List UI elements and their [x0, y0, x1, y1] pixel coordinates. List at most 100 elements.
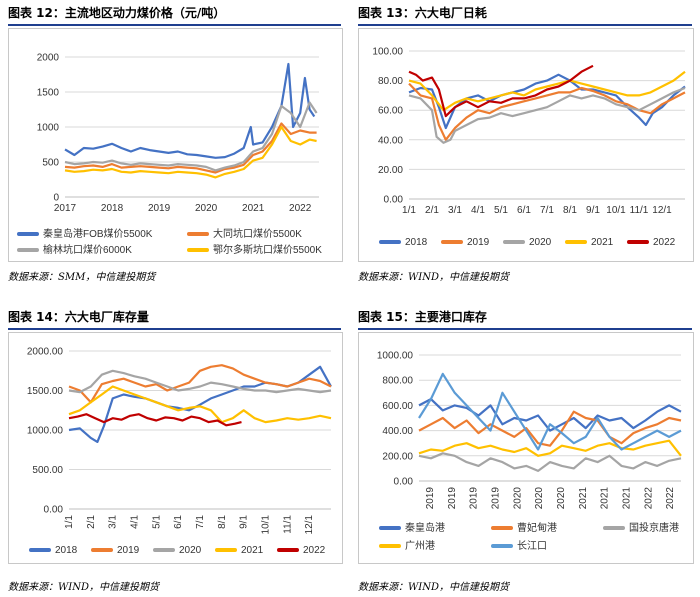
- y-tick-label: 1500.00: [27, 386, 64, 397]
- legend-item: 秦皇岛港: [379, 519, 445, 534]
- legend-item: 2018: [379, 237, 427, 248]
- x-tick-label: 2020: [195, 203, 218, 214]
- legend-swatch: [17, 232, 39, 237]
- legend-label: 2018: [55, 545, 78, 556]
- x-tick-label: 2019: [425, 487, 436, 510]
- series-line-秦皇岛港: [418, 397, 682, 432]
- series-line-秦皇岛港FOB煤价5500K: [64, 62, 316, 159]
- x-tick-label: 8/1: [217, 515, 228, 529]
- chart-12-source: 数据来源：SMM，中信建投期货: [8, 272, 156, 283]
- legend-label: 秦皇岛港: [405, 523, 445, 534]
- legend-label: 2019: [117, 545, 140, 556]
- x-tick-label: 2019: [148, 203, 171, 214]
- legend-item: 大同坑口煤价5500K: [187, 225, 302, 240]
- legend-item: 2022: [277, 545, 325, 556]
- chart-15-panel: 0.00 200.00 400.00 600.00 800.00 1000.00 2019 2…: [358, 332, 694, 564]
- x-tick-label: 2019: [447, 487, 458, 510]
- legend-item: 广州港: [379, 537, 435, 552]
- x-tick-label: 9/1: [239, 515, 250, 529]
- series-line-鄂尔多斯坑口煤价5500K: [64, 125, 317, 179]
- series-line-大同坑口煤价5500K: [64, 122, 317, 174]
- legend-swatch: [17, 248, 39, 253]
- caption-divider: [8, 24, 341, 26]
- legend-label: 2019: [467, 237, 490, 248]
- legend-item: 2020: [503, 237, 551, 248]
- x-tick-label: 4/1: [130, 515, 141, 529]
- x-tick-label: 2022: [289, 203, 312, 214]
- legend-swatch: [379, 240, 401, 245]
- x-tick-label: 6/1: [173, 515, 184, 529]
- y-tick-label: 0.00: [394, 477, 414, 488]
- legend-item: 2021: [215, 545, 263, 556]
- y-tick-label: 2000: [37, 53, 60, 64]
- y-tick-label: 0.00: [44, 505, 64, 516]
- chart-13-caption: 图表 13：六大电厂日耗: [358, 6, 487, 20]
- legend-item: 2018: [29, 545, 77, 556]
- y-tick-label: 2000.00: [27, 347, 64, 358]
- y-tick-label: 500.00: [32, 465, 63, 476]
- legend-label: 2022: [303, 545, 326, 556]
- series-line-2020: [68, 369, 332, 394]
- legend-swatch: [379, 544, 401, 549]
- chart-13-panel: 0.00 20.00 40.00 60.00 80.00 100.00 1/1 2/1 3/1 4…: [358, 28, 694, 262]
- x-tick-label: 2020: [534, 487, 545, 510]
- y-tick-label: 80.00: [378, 76, 403, 87]
- legend-label: 秦皇岛港FOB煤价5500K: [43, 229, 153, 240]
- series-line-长江口: [418, 372, 682, 451]
- legend-label: 长江口: [517, 541, 547, 552]
- legend-item: 2021: [565, 237, 613, 248]
- x-tick-label: 5/1: [494, 205, 508, 216]
- chart-15-source: 数据来源：WIND，中信建投期货: [358, 582, 509, 593]
- x-tick-label: 10/1: [606, 205, 626, 216]
- legend-label: 2020: [179, 545, 202, 556]
- legend-swatch: [441, 240, 463, 245]
- legend-swatch: [491, 526, 513, 531]
- x-tick-label: 2020: [512, 487, 523, 510]
- series-line-2022: [68, 413, 242, 427]
- chart-14-panel: 0.00 500.00 1000.00 1500.00 2000.00 1/1 2/1 3/1…: [8, 332, 343, 564]
- x-tick-label: 2021: [242, 203, 265, 214]
- y-tick-label: 400.00: [382, 426, 413, 437]
- legend-item: 国投京唐港: [603, 519, 679, 534]
- x-tick-label: 2020: [556, 487, 567, 510]
- x-tick-label: 2018: [101, 203, 124, 214]
- y-tick-label: 0.00: [384, 195, 404, 206]
- series-line-2020: [408, 86, 686, 144]
- legend-label: 2021: [241, 545, 264, 556]
- legend-label: 2021: [591, 237, 614, 248]
- series-line-国投京唐港: [418, 452, 682, 472]
- legend-swatch: [277, 548, 299, 553]
- legend-swatch: [215, 548, 237, 553]
- legend-item: 长江口: [491, 537, 547, 552]
- legend-item: 2020: [153, 545, 201, 556]
- legend-swatch: [187, 232, 209, 237]
- caption-divider: [358, 24, 692, 26]
- x-tick-label: 2/1: [425, 205, 439, 216]
- legend-label: 榆林坑口煤价6000K: [43, 245, 132, 256]
- x-tick-label: 1/1: [64, 515, 75, 529]
- y-tick-label: 800.00: [382, 376, 413, 387]
- y-tick-label: 1000: [37, 123, 60, 134]
- y-tick-label: 1000.00: [377, 351, 414, 362]
- x-tick-label: 4/1: [471, 205, 485, 216]
- legend-item: 榆林坑口煤价6000K: [17, 241, 132, 256]
- chart-12-caption: 图表 12：主流地区动力煤价格（元/吨）: [8, 6, 226, 20]
- x-tick-label: 12/1: [304, 515, 315, 535]
- x-tick-label: 2022: [665, 487, 676, 510]
- legend-swatch: [187, 248, 209, 253]
- legend-swatch: [29, 548, 51, 553]
- x-tick-label: 5/1: [151, 515, 162, 529]
- x-tick-label: 3/1: [108, 515, 119, 529]
- series-line-2018: [68, 365, 332, 444]
- chart-15-svg: 0.00 200.00 400.00 600.00 800.00 1000.00 2019 2…: [377, 351, 682, 510]
- chart-12-svg: 0 500 1000 1500 2000 2017 2018 2019 2020 2021 2022: [37, 53, 319, 214]
- x-tick-label: 3/1: [448, 205, 462, 216]
- y-tick-label: 60.00: [378, 106, 403, 117]
- x-tick-label: 1/1: [402, 205, 416, 216]
- legend-item: 2019: [441, 237, 489, 248]
- chart-13-svg: 0.00 20.00 40.00 60.00 80.00 100.00 1/1 2/1 3/1 4…: [372, 47, 686, 216]
- x-tick-label: 2019: [490, 487, 501, 510]
- y-tick-label: 200.00: [382, 451, 413, 462]
- x-tick-label: 2021: [578, 487, 589, 510]
- caption-divider: [8, 328, 341, 330]
